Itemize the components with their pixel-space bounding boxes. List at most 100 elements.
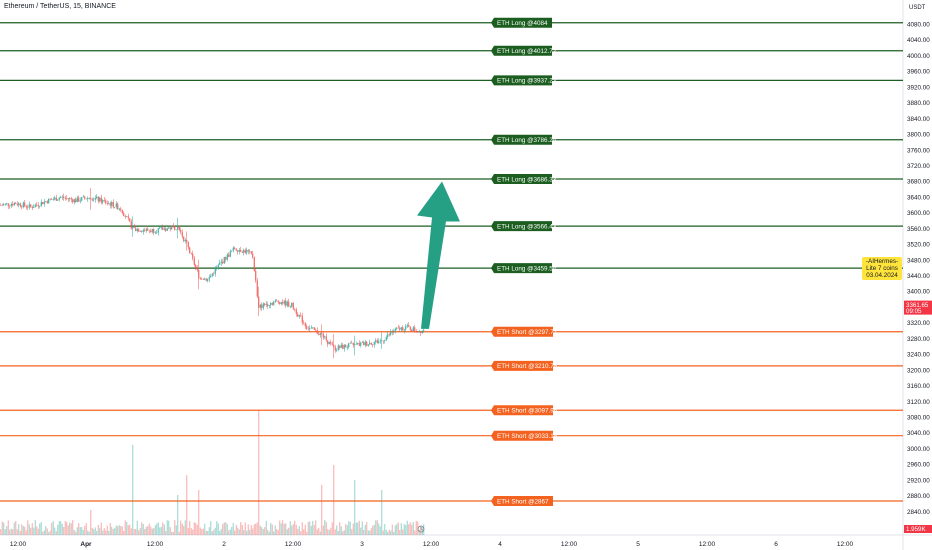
volume-bar <box>369 530 371 535</box>
candle-body <box>60 197 62 198</box>
candle-body <box>253 257 255 271</box>
candle-body <box>144 230 146 231</box>
currency-label: USDT <box>909 5 926 11</box>
volume-bar <box>339 522 341 535</box>
y-tick-label: 3520.00 <box>907 242 930 249</box>
volume-bar <box>201 529 203 535</box>
candle-body <box>265 304 267 305</box>
candle-body <box>259 304 261 308</box>
volume-bar <box>418 529 420 535</box>
volume-bar <box>123 530 125 535</box>
candle-body <box>267 304 269 306</box>
candle-body <box>114 207 116 208</box>
candle-body <box>246 250 248 253</box>
volume-bar <box>118 525 120 535</box>
volume-bar <box>357 522 359 535</box>
candle-body <box>204 278 206 280</box>
level-label-bg <box>491 45 552 56</box>
volume-bar <box>234 530 236 535</box>
candle-body <box>151 229 153 233</box>
candle-body <box>163 228 165 230</box>
candle-body <box>93 199 95 201</box>
volume-bar <box>213 529 215 535</box>
volume-bar <box>256 522 258 535</box>
up-arrow <box>417 181 460 329</box>
candle-body <box>181 232 183 237</box>
volume-bar <box>412 522 414 535</box>
candle-body <box>343 344 345 349</box>
volume-bar <box>303 529 305 535</box>
volume-bar <box>159 527 161 535</box>
volume-bar <box>130 528 132 535</box>
candle-body <box>82 196 84 198</box>
candle-body <box>88 198 90 199</box>
volume-bar <box>300 531 302 535</box>
candle-body <box>139 231 141 233</box>
y-tick-label: 3000.00 <box>907 446 930 453</box>
candle-body <box>376 340 378 343</box>
candle-body <box>150 230 152 233</box>
annotation-line: -AIHermes- <box>865 258 899 265</box>
candle-body <box>175 229 177 231</box>
clock-icon[interactable] <box>417 525 425 533</box>
candle-body <box>411 329 413 332</box>
candle-body <box>295 309 297 315</box>
volume-bar <box>267 529 269 535</box>
candle-body <box>313 327 315 330</box>
volume-bar <box>99 528 101 535</box>
candle-body <box>42 202 44 205</box>
volume-bar <box>141 522 143 535</box>
volume-bar <box>316 529 318 535</box>
candle-body <box>78 197 80 202</box>
volume-bar <box>172 531 174 535</box>
x-tick-label: 12:00 <box>561 541 578 548</box>
candle-body <box>333 344 335 348</box>
candle-body <box>228 254 230 257</box>
volume-bar <box>268 531 270 535</box>
volume-bar <box>274 525 276 535</box>
volume-bar <box>408 524 410 535</box>
candle-body <box>286 301 288 306</box>
candle-body <box>177 226 179 230</box>
candle-body <box>226 254 228 260</box>
candle-body <box>417 331 419 333</box>
volume-bar <box>88 531 90 535</box>
candle-body <box>216 267 218 269</box>
clock-hands <box>420 527 423 531</box>
candle-body <box>49 198 51 200</box>
candle-body <box>282 302 284 304</box>
trend-arrow <box>417 181 460 329</box>
volume-bar <box>70 523 72 535</box>
candle-body <box>244 249 246 253</box>
candle-body <box>84 196 86 199</box>
candle-body <box>57 199 59 201</box>
volume-bar <box>51 522 53 535</box>
candle-body <box>129 218 131 222</box>
x-tick-label: 12:00 <box>285 541 302 548</box>
volume-bar <box>261 527 263 535</box>
candle-body <box>33 207 35 209</box>
y-tick-label: 3560.00 <box>907 226 930 233</box>
y-tick-label: 3040.00 <box>907 430 930 437</box>
candle-body <box>358 343 360 346</box>
candle-body <box>229 251 231 257</box>
volume-bar <box>262 528 264 535</box>
candle-body <box>192 253 194 259</box>
candle-body <box>3 204 5 206</box>
volume-bar <box>420 525 422 535</box>
volume-bar <box>154 525 156 535</box>
volume-bar <box>162 522 164 535</box>
level-label: ETH Long @3566.43 <box>497 223 557 230</box>
candle-body <box>330 341 332 344</box>
x-tick-label: 12:00 <box>10 541 27 548</box>
candle-body <box>366 341 368 346</box>
candle-body <box>63 196 65 199</box>
volume-bar <box>177 495 179 535</box>
candle-body <box>381 340 383 342</box>
x-tick-label: 4 <box>498 541 502 548</box>
candle-body <box>363 342 365 346</box>
candles <box>0 187 425 359</box>
level-label: ETH Short @3033.18 <box>497 433 558 440</box>
volume-bar <box>52 520 54 535</box>
